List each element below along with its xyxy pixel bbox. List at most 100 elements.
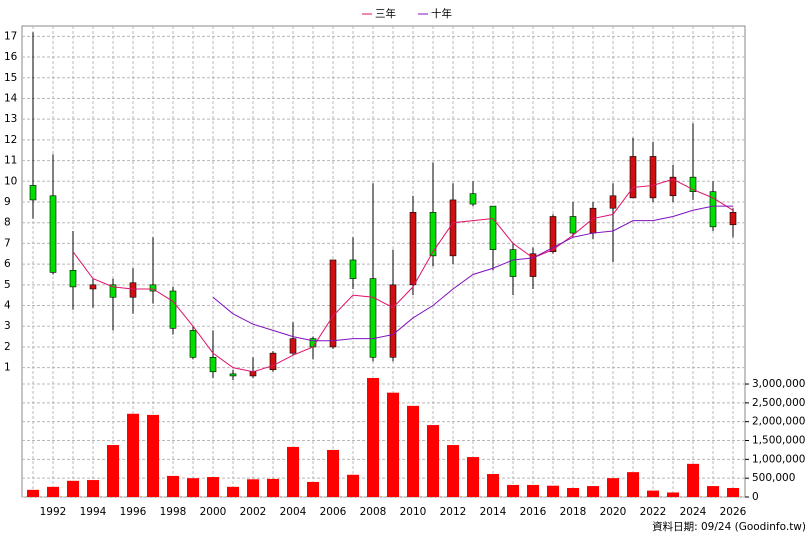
x-tick-label: 2024 [680,506,707,518]
candle-body [729,212,737,226]
candle-body [169,290,177,329]
volume-bar [107,445,119,497]
candle-body [329,259,337,348]
y2-tick-label: 2,000,000 [752,416,805,428]
y2-tick-label: 1,500,000 [752,435,805,447]
volume-bar [167,475,179,497]
x-tick-label: 2014 [480,506,507,518]
candle-body [469,193,477,205]
x-tick-label: 2018 [560,506,587,518]
x-tick-label: 1992 [40,506,67,518]
y-tick-label: 12 [4,134,17,146]
volume-bar [347,474,359,497]
volume-bar [147,414,159,497]
candle-body [449,199,457,257]
volume-bar [667,492,679,497]
y2-tick-label: 500,000 [752,472,795,484]
candle-body [409,212,417,286]
candle-body [389,284,397,358]
volume-bar [567,487,579,497]
y-tick-label: 3 [4,320,11,332]
volume-bar [287,446,299,497]
volume-bar [327,449,339,497]
x-tick-label: 1994 [80,506,107,518]
volume-bar [207,477,219,497]
y-tick-label: 9 [4,196,11,208]
candle-body [489,205,497,250]
volume-bar [727,487,739,497]
volume-bar [707,486,719,497]
y-tick-label: 5 [4,279,11,291]
volume-bar [527,484,539,497]
candle-body [649,156,657,199]
y-tick-label: 2 [4,341,11,353]
candle-body [209,356,217,373]
volume-bar [447,445,459,497]
volume-bar [607,478,619,497]
candle-body [549,216,557,252]
volume-bar [687,463,699,497]
volume-bar [427,425,439,497]
volume-bar [307,481,319,497]
y-tick-label: 11 [4,155,17,167]
x-tick-label: 2008 [360,506,387,518]
y-tick-label: 13 [4,113,17,125]
y-tick-label: 8 [4,217,11,229]
volume-bar [587,486,599,497]
volume-bar [487,474,499,497]
volume-bar [547,485,559,497]
candle-body [529,253,537,277]
volume-bar [87,480,99,497]
volume-bar [407,405,419,497]
y-tick-label: 1 [4,362,11,374]
candle-body [689,176,697,192]
volume-bar [267,478,279,497]
y-tick-label: 6 [4,258,11,270]
volume-bar [247,479,259,497]
candle-body [369,278,377,358]
candle-body [89,284,97,290]
candle-body [149,284,157,292]
x-tick-label: 1998 [160,506,187,518]
x-tick-label: 2020 [600,506,627,518]
y2-tick-label: 2,500,000 [752,397,805,409]
candle-body [709,191,717,228]
volume-bar [187,478,199,497]
x-tick-label: 2022 [640,506,667,518]
plot-area [21,25,746,498]
volume-bar [27,489,39,497]
volume-bar [647,490,659,497]
legend-label: 十年 [431,7,452,20]
volume-bar [127,413,139,497]
candle-body [669,176,677,197]
candle-body [129,282,137,298]
candle-body [289,338,297,354]
volume-bar [627,472,639,497]
candle-body [109,284,117,298]
legend-label: 三年 [375,7,396,20]
x-tick-label: 2006 [320,506,347,518]
candle-body [269,352,277,371]
y-tick-label: 16 [4,51,18,63]
volume-bar [507,484,519,497]
candle-body [609,195,617,209]
candle-body [189,330,197,358]
candle-body [569,216,577,234]
candle-body [429,212,437,257]
y-tick-label: 17 [4,30,17,42]
candle-body [509,249,517,277]
volume-bar [387,392,399,497]
footer: 資料日期: 09/24 (Goodinfo.tw) [652,520,806,533]
y-tick-label: 10 [4,175,17,187]
candle-body [69,270,77,288]
candle-body [629,156,637,199]
y-tick-label: 14 [4,92,18,104]
x-tick-label: 2002 [240,506,267,518]
candle-body [229,373,237,377]
ma-line [212,205,733,342]
x-tick-label: 2026 [720,506,747,518]
x-tick-label: 1996 [120,506,147,518]
x-tick-label: 2004 [280,506,307,518]
y-tick-label: 4 [4,300,11,312]
